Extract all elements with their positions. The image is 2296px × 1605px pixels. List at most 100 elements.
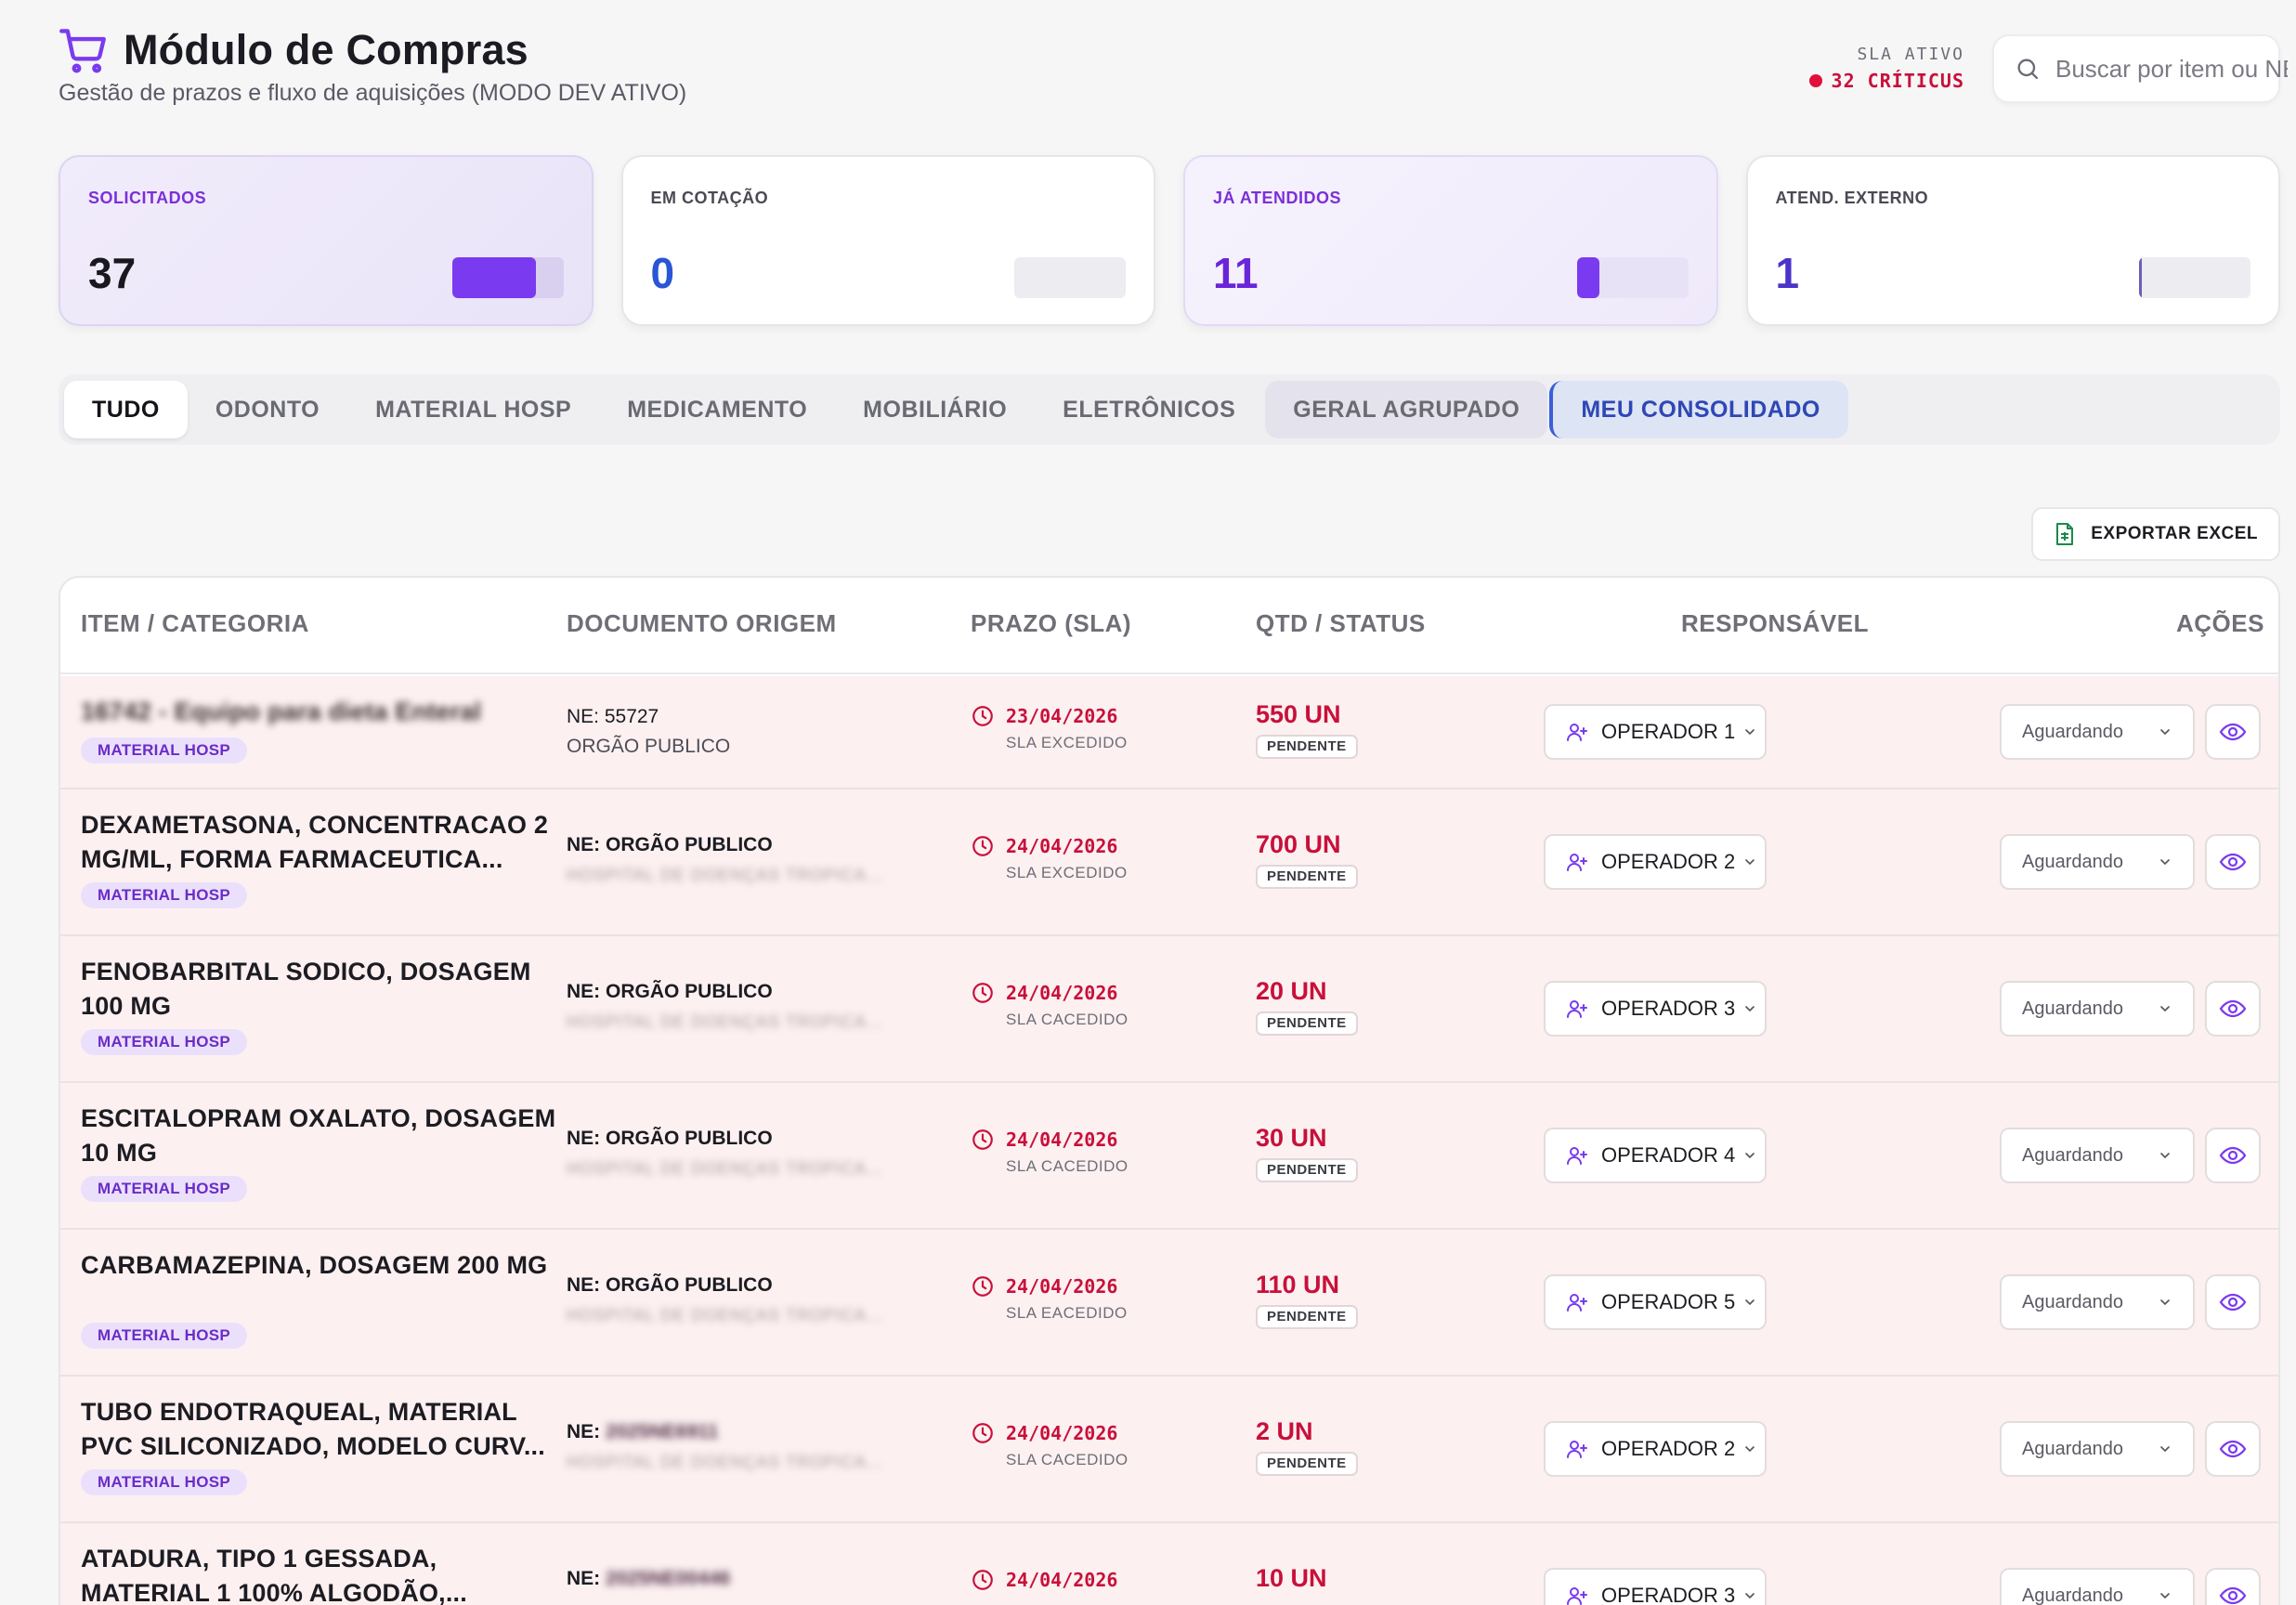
stat-progress-fill [451, 257, 536, 298]
table-row[interactable]: FENOBARBITAL SODICO, DOSAGEM 100 MG MATE… [60, 936, 2278, 1083]
quantity-value: 30 UN [1256, 1124, 1327, 1152]
view-details-button[interactable] [2205, 1274, 2261, 1330]
view-details-button[interactable] [2205, 1128, 2261, 1183]
chevron-down-icon [1745, 1446, 1755, 1453]
sla-note: SLA CACEDIDO [1006, 1451, 1128, 1468]
document-origin: NE: ORGÃO PUBLICO HOSPITAL DE DOENÇAS TR… [567, 1271, 883, 1330]
responsible-label: OPERADOR 2 [1601, 850, 1736, 873]
column-header-acoes[interactable]: AÇÕES [2176, 609, 2264, 637]
export-excel-label: EXPORTAR EXCEL [2091, 524, 2258, 543]
doc-ne: NE: ORGÃO PUBLICO [567, 981, 773, 1002]
tab-geral-agrupado[interactable]: GERAL AGRUPADO [1265, 381, 1548, 438]
sla-deadline: 24/04/2026 SLA EACEDIDO [971, 1274, 1128, 1323]
clock-icon [972, 1129, 993, 1150]
table-row[interactable]: CARBAMAZEPINA, DOSAGEM 200 MG MATERIAL H… [60, 1230, 2278, 1377]
responsible-dropdown[interactable]: OPERADOR 1 [1544, 704, 1767, 760]
stat-value: 0 [650, 249, 675, 297]
tab-material-hosp[interactable]: MATERIAL HOSP [375, 396, 572, 423]
sla-note: SLA EXCEDIDO [1006, 864, 1128, 881]
stat-card-atend-externo[interactable]: ATEND. EXTERNO 1 [1745, 155, 2280, 326]
search-input[interactable] [2055, 54, 2288, 84]
action-status-select[interactable]: Aguardando [2000, 834, 2195, 890]
doc-ne: NE: 2025NE00446 [567, 1564, 730, 1594]
responsible-dropdown[interactable]: OPERADOR 4 [1544, 1128, 1767, 1183]
sla-deadline: 24/04/2026 [971, 1568, 1117, 1592]
action-status-label: Aguardando [2022, 1438, 2123, 1459]
action-status-select[interactable]: Aguardando [2000, 1421, 2195, 1477]
stat-card-ja-atendidos[interactable]: JÁ ATENDIDOS 11 [1183, 155, 1718, 326]
stat-cards: SOLICITADOS 37 EM COTAÇÃO 0 JÁ ATENDIDOS… [59, 155, 2280, 326]
doc-org: HOSPITAL DE DOENÇAS TROPICA... [567, 1453, 883, 1471]
sla-label: SLA ATIVO [1857, 45, 1964, 64]
table-row[interactable]: 16742 - Equipo para dieta Enteral MATERI… [60, 676, 2278, 789]
column-header-prazo[interactable]: PRAZO (SLA) [971, 609, 1132, 637]
search-box[interactable] [1992, 34, 2288, 103]
table-row[interactable]: ATADURA, TIPO 1 GESSADA, MATERIAL 1 100%… [60, 1523, 2278, 1605]
chevron-down-icon [1745, 729, 1755, 736]
purchases-table: ITEM / CATEGORIA DOCUMENTO ORIGEM PRAZO … [59, 576, 2280, 1605]
table-row[interactable]: ESCITALOPRAM OXALATO, DOSAGEM 10 MG MATE… [60, 1083, 2278, 1230]
category-badge: MATERIAL HOSP [81, 1029, 248, 1055]
quantity-status: 30 UN PENDENTE [1256, 1124, 1358, 1182]
sla-note: SLA EACEDIDO [1006, 1304, 1128, 1322]
action-status-select[interactable]: Aguardando [2000, 1128, 2195, 1183]
eye-icon [2219, 1146, 2247, 1165]
column-header-item[interactable]: ITEM / CATEGORIA [81, 609, 309, 637]
tab-meu-consolidado[interactable]: MEU CONSOLIDADO [1549, 381, 1848, 438]
document-origin: NE: 2025NE6911 HOSPITAL DE DOENÇAS TROPI… [567, 1417, 883, 1477]
table-row[interactable]: TUBO ENDOTRAQUEAL, MATERIAL PVC SILICONI… [60, 1377, 2278, 1523]
user-plus-icon [1567, 1441, 1587, 1458]
user-plus-icon [1567, 854, 1587, 871]
action-status-label: Aguardando [2022, 1291, 2123, 1312]
tab-eletronicos[interactable]: ELETRÔNICOS [1063, 396, 1236, 423]
document-origin: NE: 2025NE00446 [567, 1564, 730, 1594]
doc-ne: NE: ORGÃO PUBLICO [567, 1128, 773, 1149]
shopping-cart-icon [59, 29, 106, 73]
tab-tudo[interactable]: TUDO [64, 381, 188, 438]
status-badge: PENDENTE [1256, 1011, 1358, 1036]
sla-critical-text: 32 CRÍTICUS [1831, 70, 1964, 92]
page-title: Módulo de Compras [124, 26, 528, 73]
action-status-label: Aguardando [2022, 1585, 2123, 1605]
stat-card-em-cotacao[interactable]: EM COTAÇÃO 0 [620, 155, 1155, 326]
responsible-dropdown[interactable]: OPERADOR 2 [1544, 834, 1767, 890]
tab-medicamento[interactable]: MEDICAMENTO [627, 396, 808, 423]
responsible-dropdown[interactable]: OPERADOR 5 [1544, 1274, 1767, 1330]
tab-odonto[interactable]: ODONTO [215, 396, 320, 423]
item-title: TUBO ENDOTRAQUEAL, MATERIAL PVC SILICONI… [81, 1398, 545, 1460]
doc-org: HOSPITAL DE DOENÇAS TROPICA... [567, 1159, 883, 1178]
view-details-button[interactable] [2205, 1421, 2261, 1477]
tab-mobiliario[interactable]: MOBILIÁRIO [863, 396, 1008, 423]
stat-progress-fill [1576, 257, 1599, 298]
responsible-label: OPERADOR 3 [1601, 1584, 1736, 1605]
status-badge: PENDENTE [1256, 865, 1358, 889]
column-header-qtd[interactable]: QTD / STATUS [1256, 609, 1426, 637]
action-status-select[interactable]: Aguardando [2000, 981, 2195, 1037]
action-status-select[interactable]: Aguardando [2000, 1568, 2195, 1605]
user-plus-icon [1567, 1147, 1587, 1165]
view-details-button[interactable] [2205, 704, 2261, 760]
view-details-button[interactable] [2205, 1568, 2261, 1605]
stat-progress-bar [451, 257, 564, 298]
quantity-status: 20 UN PENDENTE [1256, 977, 1358, 1036]
view-details-button[interactable] [2205, 981, 2261, 1037]
responsible-dropdown[interactable]: OPERADOR 3 [1544, 981, 1767, 1037]
chevron-down-icon [1745, 1299, 1755, 1306]
quantity-value: 550 UN [1256, 700, 1341, 728]
table-row[interactable]: DEXAMETASONA, CONCENTRACAO 2 MG/ML, FORM… [60, 789, 2278, 936]
column-header-documento[interactable]: DOCUMENTO ORIGEM [567, 609, 837, 637]
action-status-select[interactable]: Aguardando [2000, 1274, 2195, 1330]
stat-progress-bar [1014, 257, 1126, 298]
responsible-dropdown[interactable]: OPERADOR 3 [1544, 1568, 1767, 1605]
column-header-responsavel[interactable]: RESPONSÁVEL [1681, 609, 1869, 637]
action-status-select[interactable]: Aguardando [2000, 704, 2195, 760]
status-badge: PENDENTE [1256, 1452, 1358, 1476]
stat-card-solicitados[interactable]: SOLICITADOS 37 [59, 155, 594, 326]
item-title: ESCITALOPRAM OXALATO, DOSAGEM 10 MG [81, 1104, 556, 1167]
title-row: Módulo de Compras [59, 26, 2280, 74]
view-details-button[interactable] [2205, 834, 2261, 890]
doc-ne: NE: 2025NE6911 [567, 1417, 883, 1447]
responsible-dropdown[interactable]: OPERADOR 2 [1544, 1421, 1767, 1477]
sla-note: SLA CACEDIDO [1006, 1157, 1128, 1175]
export-excel-button[interactable]: EXPORTAR EXCEL [2031, 507, 2280, 561]
